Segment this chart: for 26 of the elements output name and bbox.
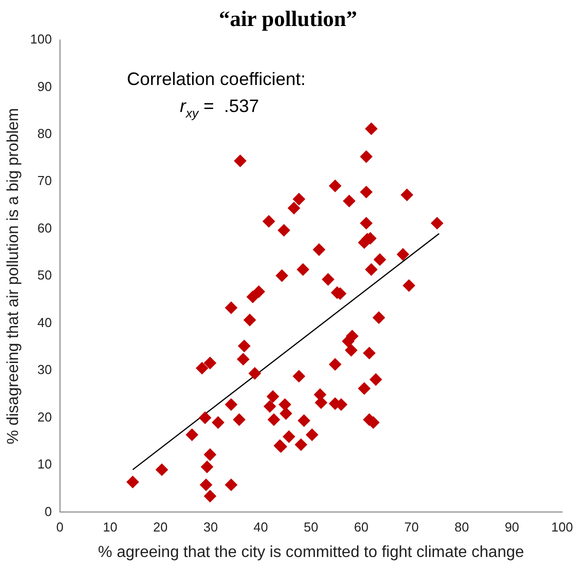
annotation: Correlation coefficient: bbox=[126, 69, 306, 89]
y-tick-label: 80 bbox=[37, 126, 52, 142]
y-tick-label: 0 bbox=[44, 504, 52, 519]
y-tick-label: 100 bbox=[30, 32, 52, 47]
x-tick-label: 10 bbox=[102, 520, 118, 535]
x-tick-label: 80 bbox=[454, 520, 469, 535]
y-tick-label: 30 bbox=[37, 362, 52, 378]
x-tick-label: 40 bbox=[254, 520, 268, 535]
x-tick-label: 0 bbox=[56, 520, 64, 535]
x-tick-label: 60 bbox=[354, 520, 368, 535]
chart-title: “air pollution” bbox=[218, 6, 358, 32]
x-tick-label: 100 bbox=[551, 520, 574, 535]
x-axis-title: % agreeing that the city is committed to fight climate change bbox=[98, 544, 524, 561]
y-tick-label: 90 bbox=[37, 78, 52, 94]
y-tick-label: 20 bbox=[37, 409, 52, 424]
x-tick-label: 20 bbox=[153, 520, 168, 535]
x-tick-label: 50 bbox=[304, 520, 318, 535]
y-tick-label: 40 bbox=[37, 314, 52, 330]
y-tick-label: 10 bbox=[37, 456, 52, 472]
y-tick-label: 60 bbox=[37, 220, 52, 236]
y-axis-title: % disagreeing that air pollution is a big problem bbox=[5, 108, 22, 444]
y-tick-label: 50 bbox=[37, 268, 52, 283]
x-tick-label: 90 bbox=[504, 520, 520, 535]
x-tick-label: 30 bbox=[203, 520, 218, 535]
x-tick-label: 70 bbox=[404, 520, 419, 535]
y-tick-label: 70 bbox=[37, 173, 52, 188]
